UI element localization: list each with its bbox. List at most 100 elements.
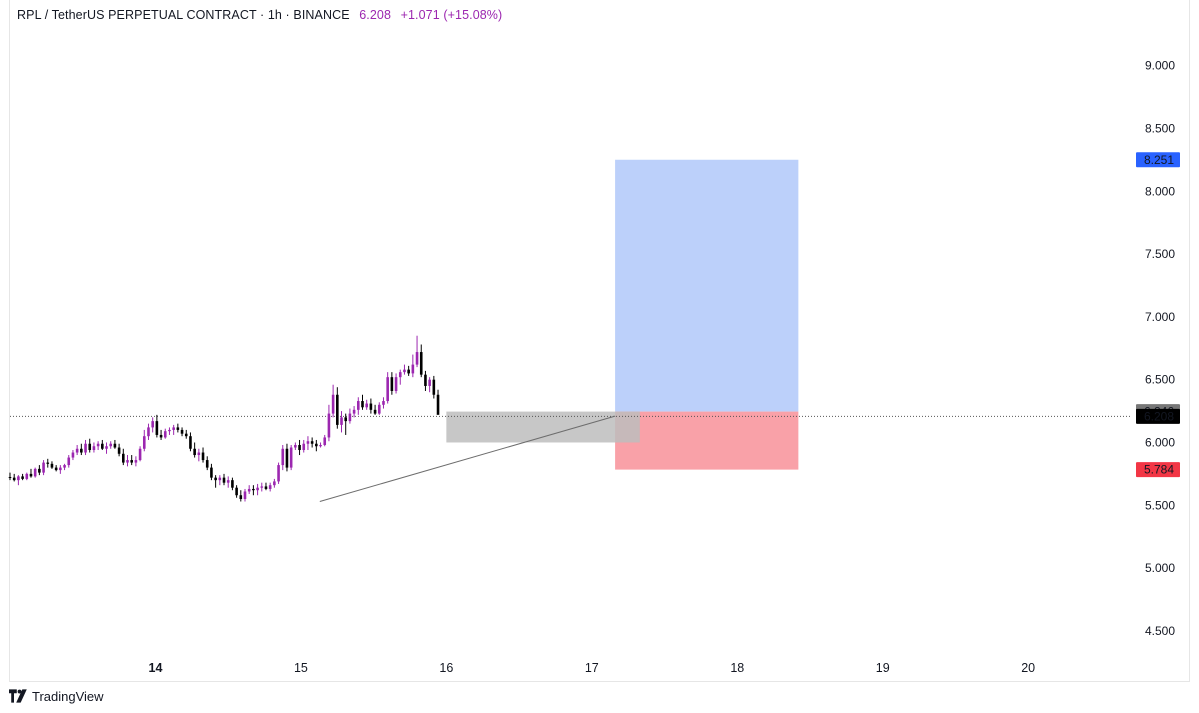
candle-body[interactable]	[193, 448, 196, 456]
candle-body[interactable]	[323, 437, 327, 445]
candle-body[interactable]	[243, 491, 247, 499]
candle-body[interactable]	[189, 436, 192, 449]
candle-body[interactable]	[365, 403, 368, 408]
candle-body[interactable]	[315, 443, 318, 447]
candle-body[interactable]	[46, 462, 50, 464]
candle-body[interactable]	[33, 468, 37, 477]
candle-body[interactable]	[247, 488, 251, 492]
candle-body[interactable]	[260, 486, 264, 488]
candle-body[interactable]	[138, 448, 142, 461]
candle-body[interactable]	[218, 477, 222, 481]
candle-body[interactable]	[285, 448, 289, 468]
candle-body[interactable]	[428, 379, 431, 386]
tradingview-logo-icon[interactable]	[9, 689, 29, 703]
candle-body[interactable]	[281, 448, 285, 466]
candle-body[interactable]	[411, 364, 415, 374]
candle-body[interactable]	[80, 448, 83, 453]
candle-body[interactable]	[180, 429, 184, 434]
candle-body[interactable]	[38, 468, 41, 473]
candle-body[interactable]	[369, 403, 373, 410]
candle-body[interactable]	[352, 409, 356, 414]
candle-body[interactable]	[432, 379, 436, 395]
candle-body[interactable]	[214, 477, 217, 481]
candle-body[interactable]	[101, 443, 104, 449]
candle-body[interactable]	[92, 446, 96, 451]
candle-body[interactable]	[59, 467, 62, 471]
candle-body[interactable]	[29, 473, 33, 477]
candle-body[interactable]	[96, 443, 100, 447]
candle-body[interactable]	[398, 372, 402, 378]
candle-body[interactable]	[306, 441, 310, 444]
candle-body[interactable]	[197, 452, 201, 456]
candle-body[interactable]	[231, 480, 234, 488]
candle-body[interactable]	[348, 413, 352, 422]
candle-body[interactable]	[12, 477, 16, 481]
candle-body[interactable]	[17, 476, 20, 481]
candle-body[interactable]	[377, 404, 381, 414]
candle-body[interactable]	[63, 465, 66, 468]
candle-body[interactable]	[117, 447, 121, 454]
candle-body[interactable]	[155, 421, 159, 435]
candle-body[interactable]	[151, 421, 154, 428]
candle-body[interactable]	[310, 441, 314, 444]
candle-body[interactable]	[21, 476, 24, 479]
candle-body[interactable]	[113, 443, 117, 448]
candle-body[interactable]	[172, 427, 175, 430]
candle-body[interactable]	[67, 457, 71, 466]
candle-body[interactable]	[327, 413, 331, 438]
candle-body[interactable]	[268, 485, 272, 489]
candle-body[interactable]	[294, 444, 297, 448]
candle-body[interactable]	[8, 477, 12, 479]
candle-body[interactable]	[75, 448, 79, 453]
candle-body[interactable]	[50, 463, 54, 468]
trendline[interactable]	[319, 415, 616, 502]
candle-body[interactable]	[273, 481, 276, 486]
candle-body[interactable]	[210, 467, 213, 478]
candle-body[interactable]	[256, 487, 259, 491]
candle-body[interactable]	[42, 462, 45, 473]
candle-body[interactable]	[239, 495, 243, 499]
candle-body[interactable]	[222, 477, 226, 483]
candle-body[interactable]	[436, 394, 440, 415]
candle-body[interactable]	[84, 443, 87, 453]
candle-body[interactable]	[356, 401, 360, 410]
candle-body[interactable]	[415, 352, 419, 365]
candle-body[interactable]	[130, 460, 133, 463]
candle-body[interactable]	[126, 460, 129, 463]
candle-body[interactable]	[419, 352, 423, 375]
candle-body[interactable]	[134, 460, 138, 463]
candle-body[interactable]	[336, 394, 339, 425]
candle-body[interactable]	[147, 427, 150, 437]
candle-body[interactable]	[382, 401, 385, 405]
candle-body[interactable]	[386, 377, 389, 402]
candle-body[interactable]	[373, 409, 377, 414]
candle-body[interactable]	[159, 434, 163, 438]
candle-body[interactable]	[390, 377, 394, 391]
position-stop-zone[interactable]	[615, 411, 799, 470]
candle-body[interactable]	[331, 394, 335, 414]
candle-body[interactable]	[142, 436, 146, 449]
candle-body[interactable]	[235, 487, 238, 496]
candle-body[interactable]	[264, 486, 268, 489]
candle-body[interactable]	[424, 374, 427, 386]
candle-body[interactable]	[361, 401, 364, 408]
candle-body[interactable]	[407, 369, 410, 374]
candle-body[interactable]	[122, 453, 125, 463]
candle-body[interactable]	[201, 452, 205, 461]
candle-body[interactable]	[226, 480, 230, 483]
candle-body[interactable]	[25, 473, 29, 479]
candle-body[interactable]	[302, 443, 306, 451]
candle-body[interactable]	[340, 417, 343, 425]
candle-body[interactable]	[298, 444, 301, 451]
symbol-title[interactable]: RPL / TetherUS PERPETUAL CONTRACT · 1h ·…	[17, 8, 350, 22]
candle-body[interactable]	[252, 488, 255, 491]
candle-body[interactable]	[205, 460, 209, 468]
candle-body[interactable]	[176, 427, 180, 430]
tradingview-brand[interactable]: TradingView	[32, 688, 104, 704]
candle-body[interactable]	[54, 467, 58, 471]
candle-body[interactable]	[105, 446, 108, 449]
candle-body[interactable]	[109, 443, 113, 447]
candle-body[interactable]	[394, 377, 398, 391]
candle-body[interactable]	[277, 465, 280, 482]
